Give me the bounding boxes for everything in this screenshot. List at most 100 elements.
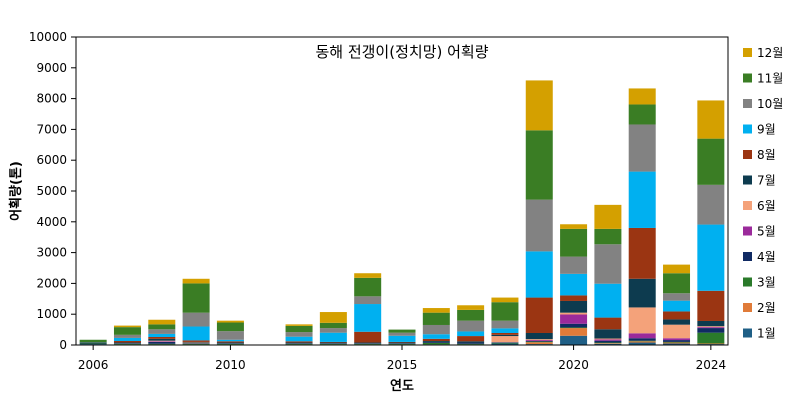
bar-segment-2017-m8 bbox=[457, 336, 485, 342]
bar-segment-2017-m7 bbox=[457, 341, 485, 343]
bar-segment-2010-m3 bbox=[216, 343, 244, 345]
bar-segment-2019-m4 bbox=[525, 340, 553, 342]
bar-segment-2014-m9 bbox=[354, 304, 382, 332]
legend-swatch bbox=[743, 48, 752, 57]
legend-swatch bbox=[743, 99, 752, 108]
x-tick-label: 2010 bbox=[215, 358, 246, 372]
bar-segment-2019-m8 bbox=[525, 297, 553, 333]
legend-swatch bbox=[743, 226, 752, 236]
bar-segment-2019-m7 bbox=[525, 332, 553, 340]
bar-segment-2018-m4 bbox=[491, 342, 519, 343]
bar-segment-2007-m3 bbox=[113, 343, 141, 345]
bar-segment-2017-m4 bbox=[457, 342, 485, 344]
bar-segment-2016-m9 bbox=[422, 334, 450, 339]
bar-segment-2021-m5 bbox=[594, 339, 622, 341]
y-tick-label: 1000 bbox=[36, 307, 67, 321]
bar-segment-2021-m1 bbox=[594, 343, 622, 345]
bar-segment-2006-m11 bbox=[79, 339, 107, 343]
bar-segment-2016-m3 bbox=[422, 342, 450, 345]
bar-segment-2006-m3 bbox=[79, 343, 107, 345]
bar-segment-2007-m10 bbox=[113, 334, 141, 338]
bar-segment-2016-m4 bbox=[422, 341, 450, 343]
legend-label: 9월 bbox=[757, 123, 776, 137]
bar-segment-2010-m11 bbox=[216, 322, 244, 332]
bar-segment-2008-m7 bbox=[148, 338, 176, 341]
bar-segment-2015-m11 bbox=[388, 329, 416, 333]
bar-segment-2009-m8 bbox=[182, 340, 210, 342]
bar-segment-2008-m4 bbox=[148, 341, 176, 344]
bar-segment-2013-m11 bbox=[319, 322, 347, 329]
legend-swatch bbox=[743, 124, 752, 134]
bar-segment-2012-m7 bbox=[285, 342, 313, 344]
bar-segment-2020-m9 bbox=[560, 273, 588, 296]
bar-segment-2019-m11 bbox=[525, 130, 553, 200]
bar-segment-2022-m6 bbox=[628, 307, 656, 334]
bar-segment-2018-m9 bbox=[491, 328, 519, 333]
bar-segment-2008-m5 bbox=[148, 341, 176, 342]
bar-segment-2015-m7 bbox=[388, 342, 416, 344]
bar-segment-2012-m10 bbox=[285, 332, 313, 337]
bar-segment-2022-m8 bbox=[628, 227, 656, 279]
bar-segment-2013-m10 bbox=[319, 328, 347, 333]
legend-label: 7월 bbox=[757, 174, 776, 188]
bar-segment-2013-m9 bbox=[319, 332, 347, 342]
bar-segment-2021-m10 bbox=[594, 244, 622, 284]
bar-segment-2019-m6 bbox=[525, 339, 553, 341]
legend-label: 2월 bbox=[757, 301, 776, 315]
bar-segment-2009-m9 bbox=[182, 326, 210, 341]
y-tick-label: 6000 bbox=[36, 153, 67, 167]
bar-segment-2024-m4 bbox=[697, 328, 725, 333]
bar-segment-2020-m7 bbox=[560, 300, 588, 313]
bar-segment-2015-m4 bbox=[388, 343, 416, 344]
bar-segment-2024-m7 bbox=[697, 320, 725, 327]
bar-segment-2013-m8 bbox=[319, 341, 347, 343]
bar-segment-2009-m4 bbox=[182, 343, 210, 344]
x-tick-label: 2024 bbox=[696, 358, 727, 372]
bar-segment-2020-m2 bbox=[560, 328, 588, 336]
legend-label: 3월 bbox=[757, 276, 776, 290]
bar-segment-2008-m9 bbox=[148, 333, 176, 337]
legend-swatch bbox=[743, 277, 752, 287]
bar-segment-2023-m2 bbox=[663, 342, 691, 344]
y-tick-label: 4000 bbox=[36, 215, 67, 229]
y-tick-label: 10000 bbox=[29, 30, 67, 44]
legend-swatch bbox=[743, 328, 752, 338]
bar-segment-2012-m4 bbox=[285, 343, 313, 344]
bar-segment-2009-m10 bbox=[182, 312, 210, 327]
bar-segment-2018-m6 bbox=[491, 336, 519, 343]
bar-segment-2021-m8 bbox=[594, 317, 622, 330]
bar-segment-2022-m5 bbox=[628, 333, 656, 339]
bar-segment-2020-m6 bbox=[560, 312, 588, 315]
bar-segment-2010-m8 bbox=[216, 341, 244, 343]
bar-segment-2014-m12 bbox=[354, 273, 382, 278]
bar-segment-2021-m12 bbox=[594, 204, 622, 229]
bar-segment-2019-m5 bbox=[525, 340, 553, 341]
bar-segment-2010-m9 bbox=[216, 339, 244, 342]
legend-label: 12월 bbox=[757, 46, 783, 60]
bar-segment-2022-m1 bbox=[628, 342, 656, 345]
bar-segment-2023-m10 bbox=[663, 293, 691, 301]
x-tick-label: 2015 bbox=[387, 358, 418, 372]
bar-segment-2018-m7 bbox=[491, 334, 519, 337]
x-tick-label: 2006 bbox=[78, 358, 109, 372]
bar-segment-2019-m2 bbox=[525, 342, 553, 345]
bar-segment-2009-m7 bbox=[182, 341, 210, 343]
bar-segment-2008-m3 bbox=[148, 343, 176, 345]
bar-segment-2010-m10 bbox=[216, 331, 244, 340]
bar-segment-2007-m7 bbox=[113, 342, 141, 344]
bar-segment-2007-m11 bbox=[113, 327, 141, 335]
bar-segment-2023-m12 bbox=[663, 264, 691, 274]
bar-segment-2022-m9 bbox=[628, 171, 656, 228]
bar-segment-2020-m8 bbox=[560, 295, 588, 301]
bar-segment-2021-m11 bbox=[594, 228, 622, 245]
bar-segment-2014-m10 bbox=[354, 296, 382, 305]
bar-segment-2024-m6 bbox=[697, 326, 725, 328]
bar-segment-2022-m4 bbox=[628, 338, 656, 341]
bar-segment-2024-m11 bbox=[697, 138, 725, 185]
bar-segment-2013-m3 bbox=[319, 343, 347, 345]
bar-segment-2012-m9 bbox=[285, 336, 313, 342]
bar-segment-2024-m3 bbox=[697, 332, 725, 344]
bar-segment-2021-m4 bbox=[594, 340, 622, 343]
bar-segment-2022-m2 bbox=[628, 341, 656, 343]
bar-segment-2008-m11 bbox=[148, 324, 176, 330]
